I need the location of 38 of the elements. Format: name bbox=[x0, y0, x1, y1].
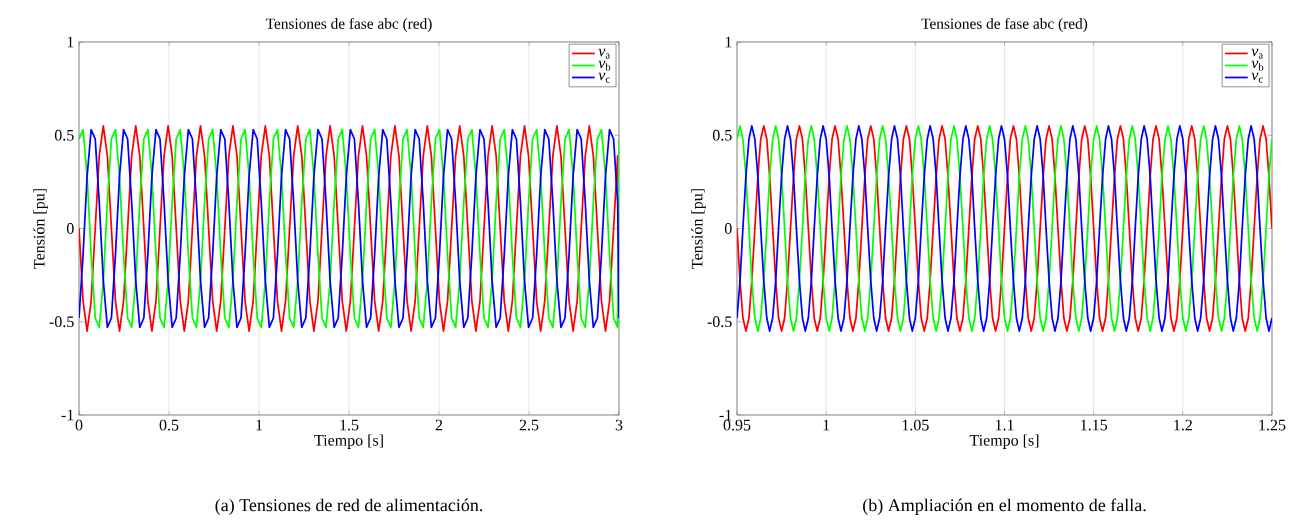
x-tick-label: 0.5 bbox=[159, 419, 179, 431]
legend-label: v$_{b}$ bbox=[598, 60, 611, 71]
x-axis-title: Tiempo [s] bbox=[969, 434, 1039, 449]
legend-label: v$_{b}$ bbox=[1251, 60, 1264, 71]
x-tick-label: 1.2 bbox=[1174, 419, 1192, 431]
y-tick-label: 1 bbox=[725, 36, 732, 48]
y-tick-label: 0 bbox=[724, 223, 732, 234]
x-tick-label: 1.25 bbox=[1259, 419, 1286, 431]
y-axis-title: Tensión [pu] bbox=[33, 189, 48, 269]
x-tick-label: 0 bbox=[75, 419, 83, 431]
x-tick-label: 2 bbox=[435, 419, 443, 431]
x-tick-label: 2.5 bbox=[519, 419, 539, 431]
legend-label: v$_{c}$ bbox=[1251, 72, 1263, 83]
x-tick-label: 1 bbox=[823, 419, 830, 431]
y-tick-label: -1 bbox=[719, 409, 732, 421]
x-tick-label: 1.1 bbox=[995, 419, 1014, 431]
y-tick-label: -0.5 bbox=[707, 316, 732, 328]
y-tick-label: 0.5 bbox=[712, 129, 732, 141]
x-tick-label: 1 bbox=[256, 419, 263, 431]
y-tick-label: 0 bbox=[66, 223, 74, 234]
y-tick-label: 0.5 bbox=[54, 129, 74, 141]
x-tick-label: 1.5 bbox=[340, 419, 359, 431]
legend-label: v$_{a}$ bbox=[1251, 48, 1263, 59]
x-tick-label: 0.95 bbox=[723, 419, 751, 431]
y-tick-label: 1 bbox=[67, 36, 74, 48]
x-tick-label: 3 bbox=[615, 419, 623, 431]
legend-label: v$_{c}$ bbox=[598, 72, 610, 83]
text: (a) Tensiones de red de alimentación. bbox=[215, 498, 483, 515]
legend-label: v$_{a}$ bbox=[598, 48, 610, 59]
chart-title: Tensiones de fase abc (red) bbox=[921, 17, 1088, 32]
y-tick-label: -0.5 bbox=[49, 316, 74, 328]
x-tick-label: 1.05 bbox=[902, 419, 929, 431]
chart-title: Tensiones de fase abc (red) bbox=[265, 17, 432, 32]
x-axis-title: Tiempo [s] bbox=[314, 434, 383, 449]
text: (b) Ampliación en el momento de falla. bbox=[863, 498, 1146, 515]
x-tick-label: 1.15 bbox=[1081, 419, 1108, 431]
y-axis-title: Tensión [pu] bbox=[691, 189, 706, 269]
y-tick-label: -1 bbox=[61, 409, 74, 421]
